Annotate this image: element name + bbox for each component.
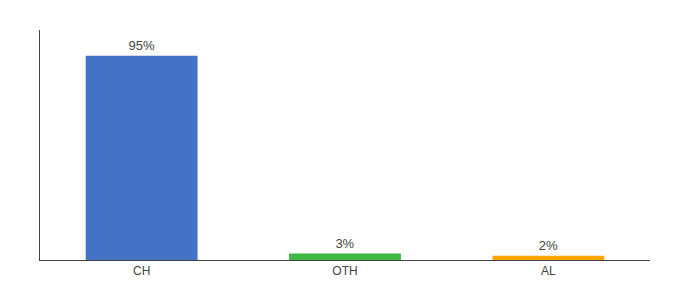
svg-text:2%: 2% <box>539 238 558 253</box>
svg-text:3%: 3% <box>335 236 354 251</box>
svg-text:CH: CH <box>133 264 150 278</box>
svg-text:AL: AL <box>541 264 556 278</box>
svg-text:OTH: OTH <box>332 264 357 278</box>
svg-text:95%: 95% <box>128 38 154 53</box>
